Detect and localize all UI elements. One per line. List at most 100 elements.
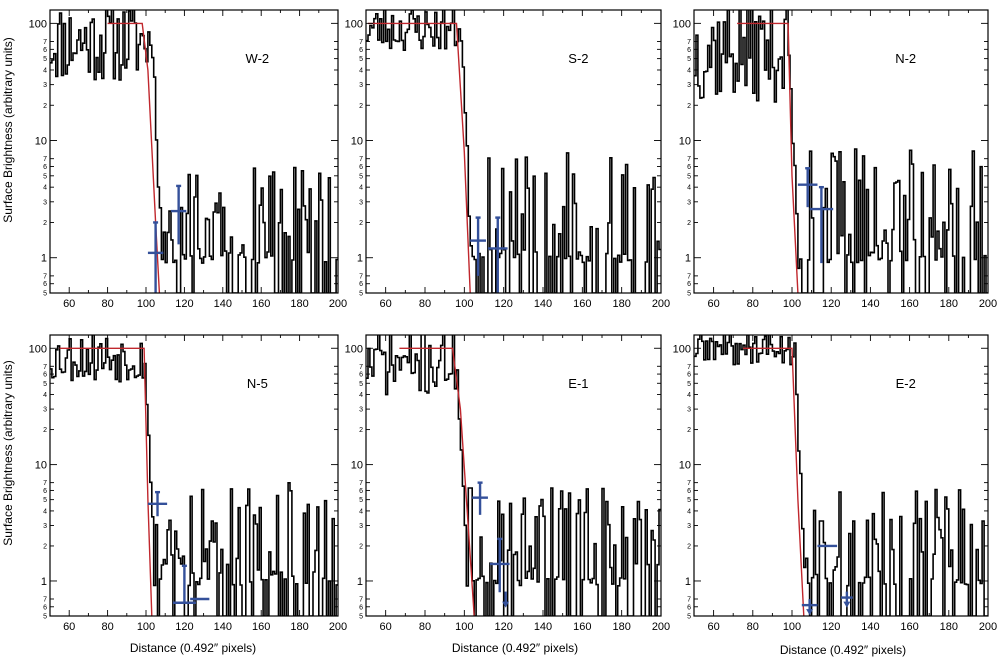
histogram-line bbox=[694, 335, 988, 616]
plot-area bbox=[50, 335, 338, 616]
y-tick-minor-label: 4 bbox=[359, 185, 363, 192]
y-tick-label: 100 bbox=[673, 343, 691, 355]
x-tick-label: 200 bbox=[979, 621, 997, 633]
x-axis-title-center: Distance (0.492″ pixels) bbox=[452, 641, 578, 655]
data-point-1 bbox=[147, 490, 168, 517]
x-tick-label: 80 bbox=[101, 621, 113, 633]
x-tick-label: 160 bbox=[573, 621, 591, 633]
data-point-3 bbox=[841, 591, 853, 608]
model-line bbox=[399, 347, 475, 616]
y-tick-minor-label: 4 bbox=[43, 185, 47, 192]
y-tick-minor-label: 7 bbox=[359, 39, 363, 46]
upper-limit-arrow bbox=[806, 609, 814, 616]
x-tick-label: 120 bbox=[494, 621, 512, 633]
y-tick-minor-label: 7 bbox=[359, 596, 363, 603]
y-tick-minor-label: 4 bbox=[43, 67, 47, 74]
panels-group: 60 80 100 120 140 160 180 200110100567234567234… bbox=[29, 9, 997, 633]
panel-frame bbox=[49, 9, 339, 294]
y-tick-minor-label: 6 bbox=[43, 488, 47, 495]
y-tick-minor-label: 5 bbox=[359, 381, 363, 388]
y-tick-minor-label: 5 bbox=[43, 614, 47, 621]
y-tick-label: 100 bbox=[29, 18, 47, 30]
y-tick-label: 10 bbox=[351, 136, 363, 148]
panel-label: E-1 bbox=[568, 376, 588, 391]
y-axis-title-top: Surface Brightness (arbitrary units) bbox=[1, 37, 15, 222]
y-tick-minor-label: 6 bbox=[687, 604, 691, 611]
y-tick-minor-label: 5 bbox=[687, 497, 691, 504]
plot-area bbox=[694, 335, 988, 616]
x-tick-label: 80 bbox=[747, 298, 759, 310]
panel-label: W-2 bbox=[246, 51, 270, 66]
y-tick-minor-label: 3 bbox=[43, 82, 47, 89]
x-tick-label: 100 bbox=[783, 621, 801, 633]
histogram-line bbox=[366, 335, 661, 616]
data-point-2 bbox=[489, 537, 510, 593]
model-line bbox=[59, 347, 153, 616]
panel-n-2: 60 80 100 120 140 160 180 200110100567234567234… bbox=[673, 9, 997, 310]
y-tick-minor-label: 7 bbox=[687, 364, 691, 371]
x-tick-label: 200 bbox=[979, 298, 997, 310]
data-point-1 bbox=[147, 221, 164, 293]
panel-frame bbox=[365, 334, 662, 617]
y-tick-minor-label: 6 bbox=[359, 164, 363, 171]
x-tick-label: 180 bbox=[940, 298, 958, 310]
y-tick-label: 1 bbox=[41, 576, 47, 588]
y-tick-minor-label: 2 bbox=[687, 220, 691, 227]
y-tick-minor-label: 7 bbox=[43, 596, 47, 603]
histogram-line bbox=[694, 10, 988, 293]
panel-e-2: 60 80 100 120 140 160 180 200110100567234567234… bbox=[673, 334, 997, 633]
x-tick-label: 80 bbox=[101, 298, 113, 310]
y-tick-label: 1 bbox=[357, 253, 363, 265]
y-tick-minor-label: 5 bbox=[359, 56, 363, 63]
y-tick-minor-label: 5 bbox=[43, 497, 47, 504]
x-tick-label: 140 bbox=[861, 621, 879, 633]
y-tick-minor-label: 5 bbox=[687, 614, 691, 621]
y-tick-label: 100 bbox=[345, 343, 363, 355]
panel-e-1: 60 80 100 120 140 160 180 200110100567234567234… bbox=[345, 334, 670, 633]
y-tick-minor-label: 7 bbox=[359, 273, 363, 280]
plot-area bbox=[366, 335, 661, 616]
panel-frame bbox=[365, 9, 662, 294]
y-tick-minor-label: 6 bbox=[359, 47, 363, 54]
panel-label: E-2 bbox=[896, 376, 916, 391]
x-tick-label: 200 bbox=[329, 298, 347, 310]
panel-frame bbox=[693, 9, 989, 294]
y-tick-label: 100 bbox=[345, 18, 363, 30]
data-point-1 bbox=[797, 167, 818, 208]
plot-area bbox=[694, 10, 988, 293]
y-tick-minor-label: 7 bbox=[43, 364, 47, 371]
y-tick-label: 10 bbox=[35, 136, 47, 148]
histogram-line bbox=[50, 335, 338, 616]
x-tick-label: 160 bbox=[900, 298, 918, 310]
y-tick-minor-label: 4 bbox=[687, 392, 691, 399]
y-tick-label: 1 bbox=[41, 253, 47, 265]
panel-n-5: 60 80 100 120 140 160 180 200110100567234567234… bbox=[29, 334, 347, 633]
y-tick-minor-label: 3 bbox=[359, 523, 363, 530]
y-tick-minor-label: 2 bbox=[43, 543, 47, 550]
y-tick-minor-label: 7 bbox=[43, 39, 47, 46]
y-tick-label: 10 bbox=[679, 136, 691, 148]
y-tick-minor-label: 4 bbox=[359, 67, 363, 74]
y-tick-minor-label: 5 bbox=[359, 291, 363, 298]
y-tick-minor-label: 2 bbox=[359, 543, 363, 550]
x-tick-label: 200 bbox=[652, 298, 670, 310]
data-point-1 bbox=[470, 216, 486, 276]
y-tick-minor-label: 5 bbox=[359, 497, 363, 504]
y-tick-minor-label: 4 bbox=[359, 508, 363, 515]
y-tick-minor-label: 4 bbox=[359, 392, 363, 399]
x-tick-label: 120 bbox=[822, 298, 840, 310]
y-tick-minor-label: 6 bbox=[359, 281, 363, 288]
x-tick-label: 60 bbox=[707, 621, 719, 633]
y-tick-minor-label: 2 bbox=[359, 427, 363, 434]
y-tick-minor-label: 5 bbox=[43, 173, 47, 180]
y-tick-minor-label: 6 bbox=[687, 47, 691, 54]
y-tick-minor-label: 5 bbox=[43, 381, 47, 388]
model-line bbox=[368, 22, 471, 293]
y-tick-minor-label: 3 bbox=[43, 523, 47, 530]
x-tick-label: 180 bbox=[612, 621, 630, 633]
y-tick-minor-label: 6 bbox=[687, 488, 691, 495]
y-tick-minor-label: 3 bbox=[687, 523, 691, 530]
upper-limit-arrow bbox=[843, 601, 851, 608]
x-tick-label: 80 bbox=[747, 621, 759, 633]
panel-label: N-5 bbox=[247, 376, 268, 391]
